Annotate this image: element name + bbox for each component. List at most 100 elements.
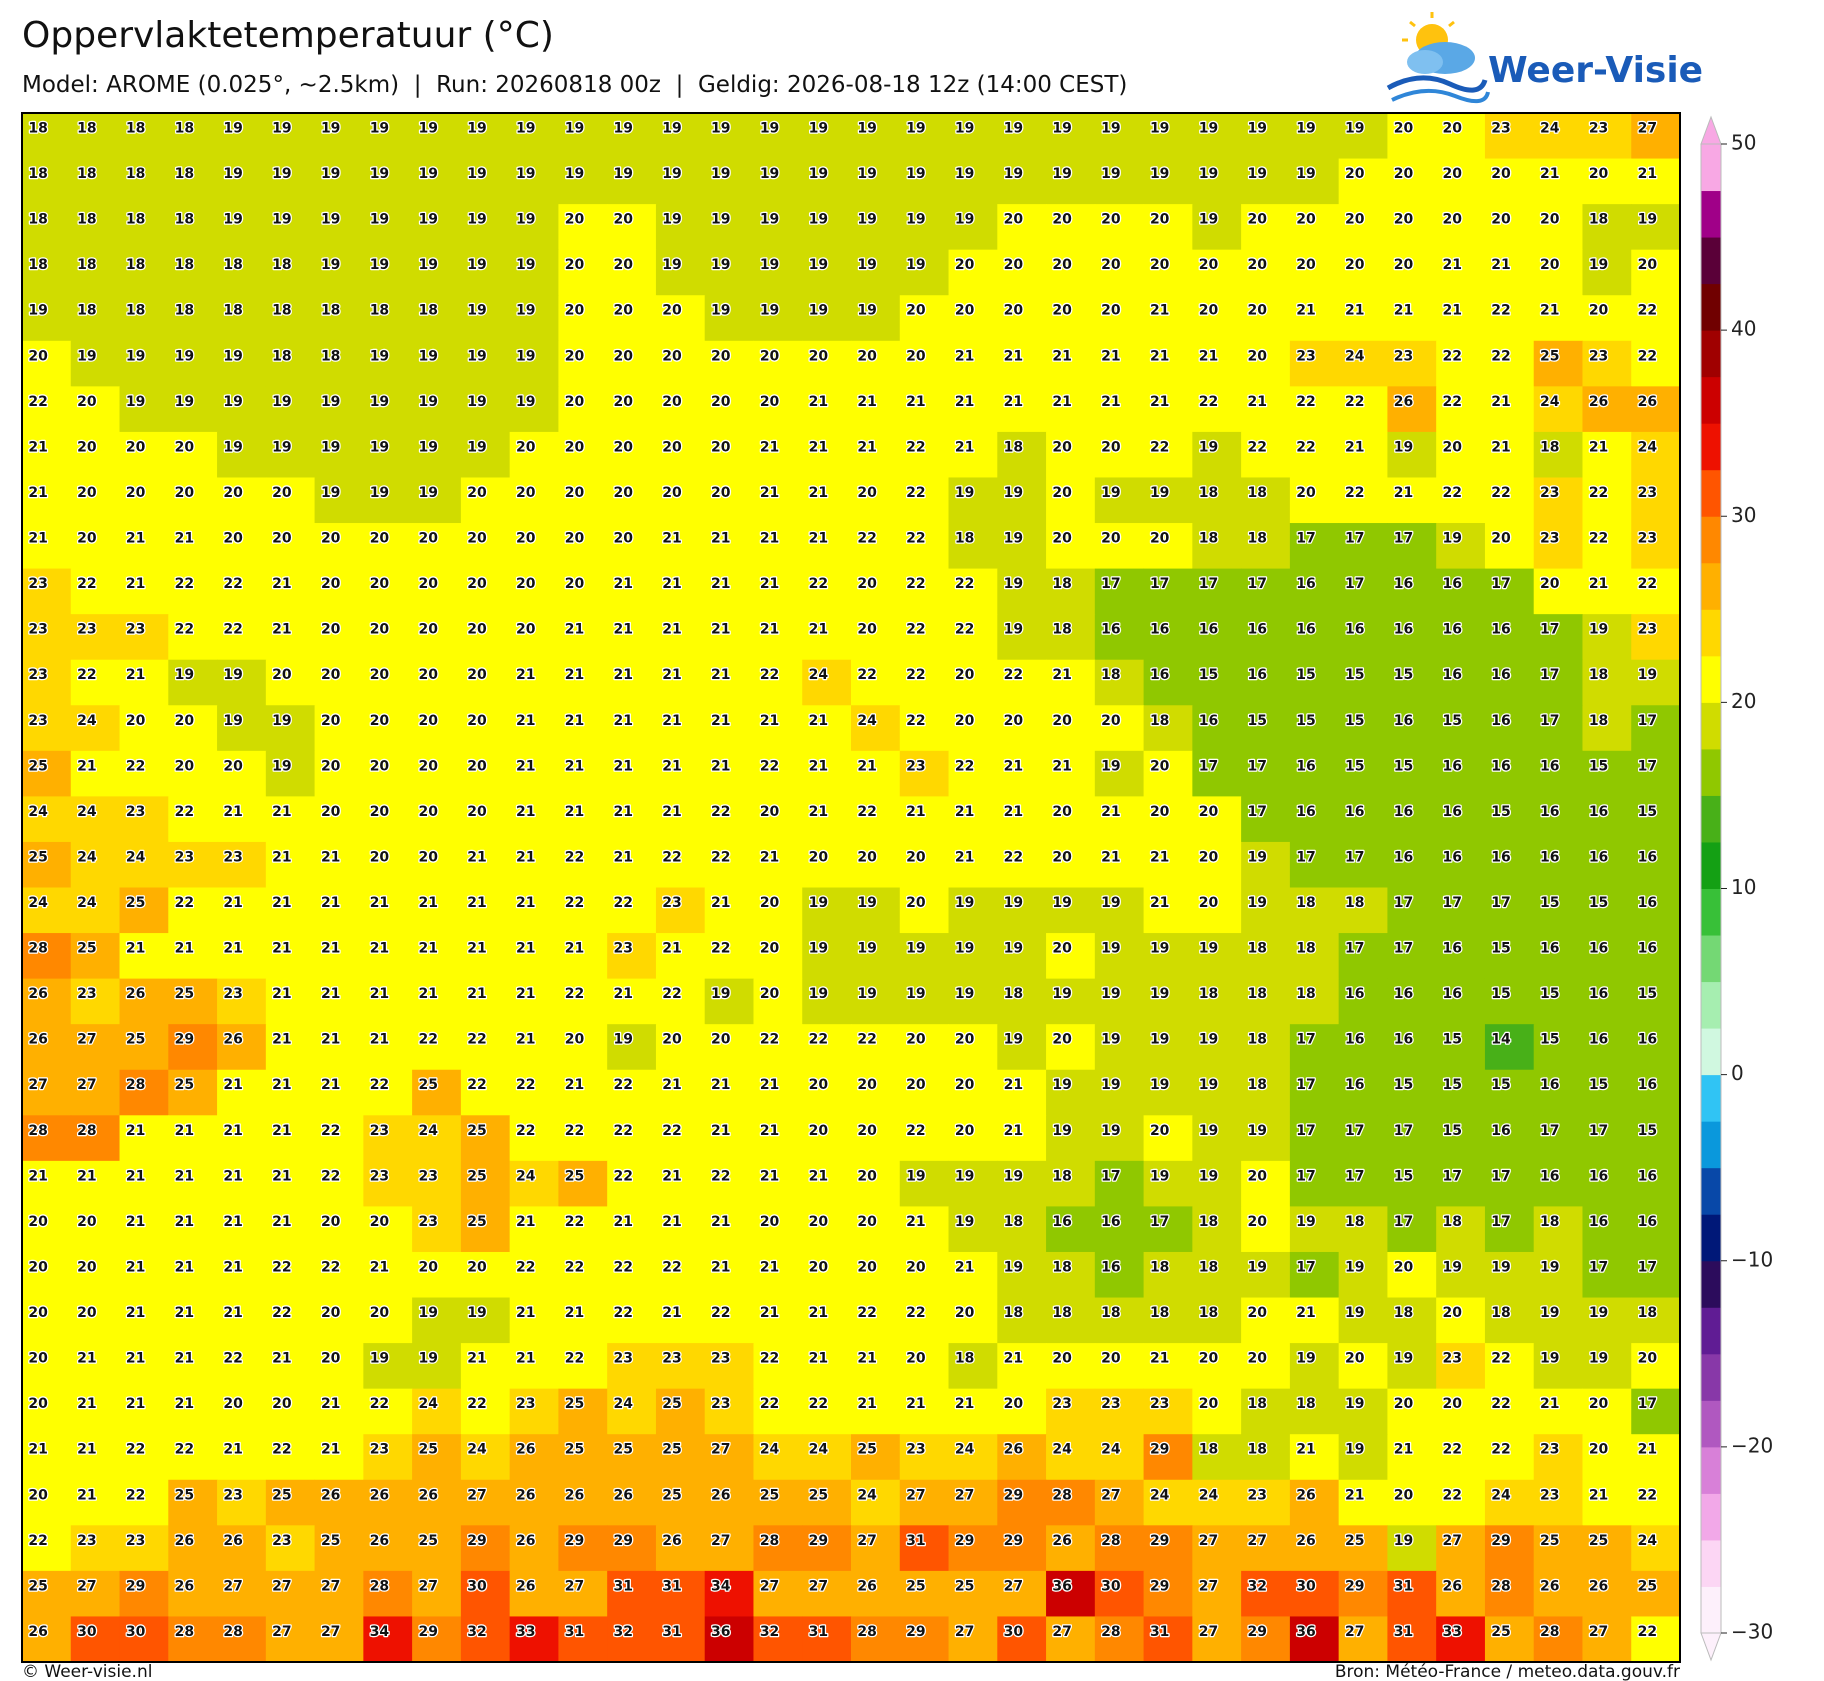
temp-cell	[265, 340, 316, 387]
temp-cell	[22, 431, 72, 478]
temp-label: 24	[857, 1487, 877, 1503]
temp-label: 28	[1101, 1533, 1120, 1549]
temp-cell	[753, 705, 803, 752]
temp-label: 23	[1052, 1396, 1071, 1412]
temp-cell	[655, 477, 706, 524]
temp-cell	[899, 113, 950, 160]
temp-cell	[558, 340, 608, 387]
temp-label: 20	[467, 758, 487, 774]
colorbar-band	[1701, 1307, 1721, 1355]
colorbar-band	[1701, 1214, 1721, 1262]
temp-cell	[217, 431, 267, 478]
temp-label: 19	[955, 941, 974, 957]
temp-label: 21	[809, 804, 828, 820]
temp-label: 21	[1296, 1305, 1315, 1321]
temp-label: 21	[175, 1214, 194, 1230]
temp-label: 21	[516, 1032, 535, 1048]
temp-label: 25	[418, 1533, 437, 1549]
temp-label: 20	[1540, 257, 1560, 273]
temp-label: 25	[1345, 1533, 1364, 1549]
temp-cell	[704, 705, 754, 752]
temp-cell	[1046, 796, 1096, 843]
temp-label: 22	[1491, 1396, 1510, 1412]
temp-cell	[509, 614, 559, 661]
temp-cell	[899, 568, 950, 615]
temp-label: 19	[955, 1168, 974, 1184]
temp-label: 22	[1443, 485, 1462, 501]
temp-cell	[119, 796, 169, 843]
temp-label: 25	[175, 1487, 194, 1503]
temp-cell	[607, 523, 657, 570]
temp-label: 27	[272, 1578, 291, 1594]
temp-label: 22	[662, 986, 681, 1002]
temp-label: 21	[272, 1032, 291, 1048]
temp-cell	[753, 386, 803, 433]
temp-label: 16	[1443, 986, 1462, 1002]
temp-label: 17	[1101, 576, 1120, 592]
temp-label: 21	[77, 758, 96, 774]
temp-label: 18	[1052, 1259, 1071, 1275]
temp-label: 36	[1052, 1578, 1071, 1594]
temp-label: 20	[906, 348, 926, 364]
temp-cell	[1143, 523, 1193, 570]
temp-label: 16	[1491, 713, 1510, 729]
temp-label: 21	[906, 1396, 925, 1412]
temp-cell	[655, 568, 706, 615]
temp-label: 20	[1443, 166, 1463, 182]
temp-label: 20	[370, 667, 390, 683]
temp-label: 20	[1247, 257, 1267, 273]
temp-label: 18	[1199, 1305, 1218, 1321]
temp-label: 15	[1540, 1032, 1559, 1048]
temp-label: 19	[1004, 120, 1023, 136]
temp-label: 20	[1491, 166, 1511, 182]
temp-cell	[753, 249, 803, 296]
temp-cell	[460, 841, 511, 888]
temp-label: 20	[418, 849, 438, 865]
logo-text: Weer-Visie	[1488, 50, 1703, 91]
temp-label: 19	[1394, 439, 1413, 455]
temp-cell	[168, 431, 218, 478]
temp-label: 19	[1589, 1305, 1608, 1321]
temp-cell	[70, 841, 121, 888]
temp-label: 20	[1394, 212, 1414, 228]
temp-cell	[1533, 431, 1583, 478]
temp-cell	[1338, 523, 1388, 570]
temp-label: 21	[126, 667, 145, 683]
temp-cell	[1046, 523, 1096, 570]
temp-label: 19	[272, 212, 291, 228]
temp-label: 21	[614, 622, 633, 638]
temp-label: 16	[1443, 758, 1462, 774]
temp-label: 19	[857, 941, 876, 957]
temp-label: 19	[1004, 1032, 1023, 1048]
colorbar-band	[1701, 190, 1721, 238]
temp-cell	[119, 249, 169, 296]
temp-cell	[655, 386, 706, 433]
temp-cell	[802, 659, 852, 706]
temp-cell	[412, 340, 462, 387]
temp-label: 21	[1589, 576, 1608, 592]
temp-label: 17	[1296, 1077, 1315, 1093]
temp-label: 21	[760, 1305, 779, 1321]
temp-label: 30	[77, 1624, 97, 1640]
temp-label: 21	[1004, 348, 1023, 364]
temp-label: 15	[1345, 667, 1364, 683]
temp-cell	[558, 841, 608, 888]
temp-label: 25	[809, 1487, 828, 1503]
temp-label: 25	[565, 1442, 584, 1458]
temp-label: 21	[711, 622, 730, 638]
temp-label: 20	[516, 576, 536, 592]
temp-label: 22	[711, 941, 730, 957]
temp-cell	[70, 113, 121, 160]
temp-cell	[217, 204, 267, 251]
temp-cell	[851, 659, 901, 706]
temp-label: 18	[1247, 941, 1266, 957]
temp-cell	[851, 568, 901, 615]
temp-cell	[997, 477, 1047, 524]
temp-cell	[997, 523, 1047, 570]
temp-cell	[704, 614, 754, 661]
temp-label: 19	[1247, 849, 1266, 865]
temp-label: 29	[906, 1624, 925, 1640]
temp-label: 17	[1638, 1396, 1657, 1412]
title: Oppervlaktetemperatuur (°C)	[22, 15, 554, 56]
temp-label: 21	[321, 849, 340, 865]
